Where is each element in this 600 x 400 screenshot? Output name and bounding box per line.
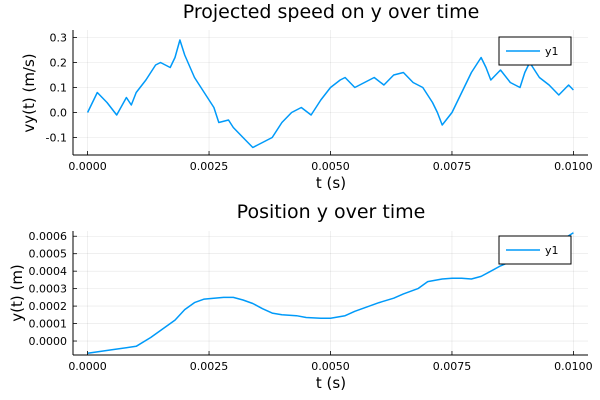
series-line — [87, 232, 574, 355]
x-tick-label: 0.0025 — [190, 360, 229, 373]
y-tick-label: 0.0002 — [29, 300, 68, 313]
y-tick-label: 0.0005 — [29, 248, 68, 261]
speed-chart-title: Projected speed on y over time — [183, 1, 480, 23]
x-tick-label: 0.0100 — [554, 360, 593, 373]
y-tick-label: 0.0004 — [29, 265, 68, 278]
series-line — [86, 39, 574, 149]
y-tick-label: 0.0 — [50, 107, 68, 120]
x-tick-label: 0.0025 — [190, 160, 229, 173]
speed-chart-legend: y1 — [498, 36, 572, 66]
x-tick-label: 0.0100 — [554, 160, 593, 173]
x-tick-label: 0.0000 — [68, 360, 107, 373]
y-tick-label: 0.0000 — [29, 335, 68, 348]
speed-chart-xlabel: t (s) — [316, 174, 346, 192]
position-chart-ylabel: y(t) (m) — [8, 264, 26, 322]
y-tick-label: -0.1 — [46, 132, 67, 145]
y-tick-label: 0.2 — [50, 57, 68, 70]
position-chart-legend-label: y1 — [545, 244, 559, 257]
y-tick-label: 0.0003 — [29, 283, 68, 296]
x-tick-label: 0.0050 — [311, 360, 350, 373]
speed-chart-series — [86, 39, 574, 149]
position-chart: Position y over time 0.0000 0.0025 0.0050 0… — [8, 201, 593, 392]
y-tick-label: 0.3 — [50, 32, 68, 45]
x-tick-label: 0.0075 — [433, 160, 472, 173]
x-tick-label: 0.0050 — [311, 160, 350, 173]
speed-chart-ylabel: vy(t) (m/s) — [20, 53, 38, 132]
y-tick-label: 0.1 — [50, 82, 68, 95]
x-tick-label: 0.0000 — [68, 160, 107, 173]
x-tick-label: 0.0075 — [433, 360, 472, 373]
speed-chart-ticks: 0.0000 0.0025 0.0050 0.0075 0.0100 -0.1 0.0 0.1… — [46, 32, 593, 174]
position-chart-xlabel: t (s) — [316, 374, 346, 392]
y-tick-label: 0.0001 — [29, 318, 68, 331]
position-chart-title: Position y over time — [237, 201, 426, 223]
y-tick-label: 0.0006 — [29, 230, 68, 243]
speed-chart: Projected speed on y over time 0.0000 0.0… — [0, 0, 600, 200]
position-chart-legend: y1 — [498, 235, 572, 265]
speed-chart-background — [0, 0, 600, 200]
position-chart-ticks: 0.0000 0.0025 0.0050 0.0075 0.0100 0.0000 0.00… — [29, 230, 593, 373]
position-chart-series — [87, 232, 574, 355]
speed-chart-legend-label: y1 — [545, 45, 559, 58]
